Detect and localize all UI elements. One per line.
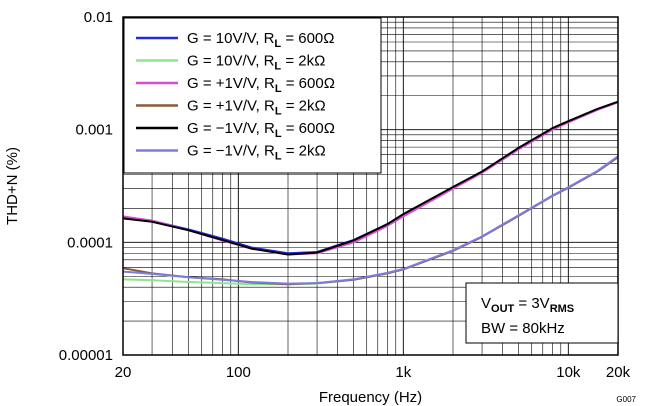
vout-condition: VOUT = 3VRMS — [481, 295, 574, 315]
conditions-annotation-box — [465, 282, 619, 344]
x-tick-label: 20 — [115, 364, 132, 381]
figure-code: G007 — [616, 395, 636, 404]
y-tick-label: 0.0001 — [67, 234, 113, 251]
legend-entry: G = +1V/V, RL = 600Ω — [187, 75, 335, 95]
y-tick-label: 0.00001 — [59, 347, 113, 364]
legend-box — [123, 17, 382, 174]
legend-entry: G = −1V/V, RL = 2kΩ — [187, 143, 326, 163]
legend-entry: G = −1V/V, RL = 600Ω — [187, 120, 335, 140]
vout-value: = 3V — [514, 295, 549, 312]
series-line — [123, 155, 618, 285]
vout-subscript: OUT — [491, 303, 515, 315]
y-axis-label: THD+N (%) — [4, 147, 21, 225]
legend-entry: G = 10V/V, RL = 600Ω — [187, 30, 335, 50]
x-tick-label: 1k — [395, 364, 411, 381]
legend-entry: G = +1V/V, RL = 2kΩ — [187, 98, 326, 118]
plot-area-frame — [122, 16, 619, 356]
conditions-annotation: VOUT = 3VRMS BW = 80kHz — [465, 282, 619, 344]
bandwidth-condition: BW = 80kHz — [481, 320, 565, 337]
y-tick-label: 0.001 — [75, 122, 113, 139]
vout-unit-subscript: RMS — [550, 303, 574, 315]
series-line — [123, 100, 618, 256]
x-tick-label: 100 — [226, 364, 251, 381]
y-axis-tick-labels: 0.01 0.001 0.0001 0.00001 — [59, 9, 113, 364]
x-axis-tick-labels: 20 100 1k 10k 20k — [115, 364, 631, 381]
legend-entry: G = 10V/V, RL = 2kΩ — [187, 53, 325, 73]
x-tick-label: 20k — [606, 364, 631, 381]
y-tick-label: 0.01 — [84, 9, 113, 26]
x-axis-label: Frequency (Hz) — [319, 389, 422, 406]
vout-symbol: V — [481, 295, 491, 312]
series-lines — [123, 100, 618, 286]
x-tick-label: 10k — [556, 364, 581, 381]
